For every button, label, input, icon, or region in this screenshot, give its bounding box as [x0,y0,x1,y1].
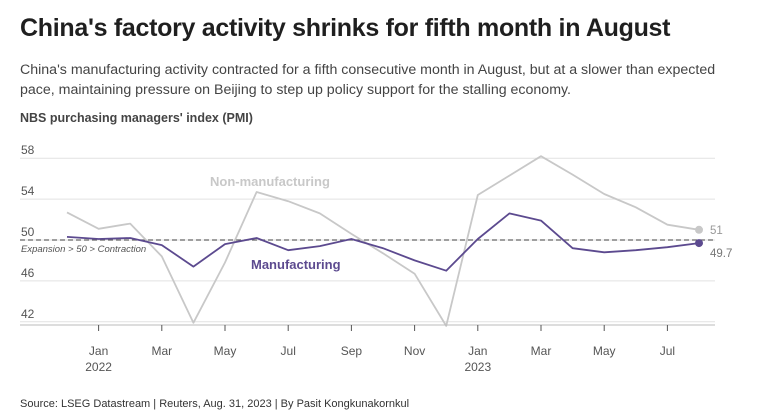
manufacturing-end-point [695,239,703,248]
non-manufacturing-end-label: 51 [710,225,723,237]
x-tick-year-label: 2022 [85,360,112,374]
x-tick-label: May [214,344,237,358]
manufacturing-line [66,212,700,272]
manufacturing-series-label: Manufacturing [251,257,341,272]
non-manufacturing-line [66,155,700,327]
manufacturing-end-label: 49.7 [710,248,732,260]
gridlines: 42 46 50 54 58 [20,143,715,323]
y-axis-label: NBS purchasing managers' index (PMI) [20,111,253,125]
x-tick-label: Sep [341,344,363,358]
series-group: 51 49.7 Non-manufacturing Manufacturing [66,155,732,327]
chart-title: China's factory activity shrinks for fif… [20,14,671,42]
non-manufacturing-series-label: Non-manufacturing [210,174,330,189]
x-tick-label: May [593,344,616,358]
x-tick-label: Jan [468,344,487,358]
x-tick-year-label: 2023 [464,360,491,374]
x-tick-label: Nov [404,344,425,358]
y-tick-label: 50 [21,225,35,239]
source-note: Source: LSEG Datastream | Reuters, Aug. … [20,398,410,410]
y-tick-label: 54 [21,184,35,198]
non-manufacturing-end-point [695,225,703,234]
x-tick-label: Mar [151,344,172,358]
x-tick-label: Jan [89,344,108,358]
chart-subtitle: China's manufacturing activity contracte… [20,62,716,98]
x-tick-label: Mar [531,344,552,358]
x-axis: Jan 2022 Mar May Jul Sep Nov Jan 2023 Mar May Jul [20,324,715,374]
x-tick-label: Jul [281,344,296,358]
x-tick-label: Jul [660,344,675,358]
y-tick-label: 42 [21,307,35,321]
y-tick-label: 58 [21,143,35,157]
y-tick-label: 46 [21,266,35,280]
reference-line-label: Expansion > 50 > Contraction [21,244,146,255]
